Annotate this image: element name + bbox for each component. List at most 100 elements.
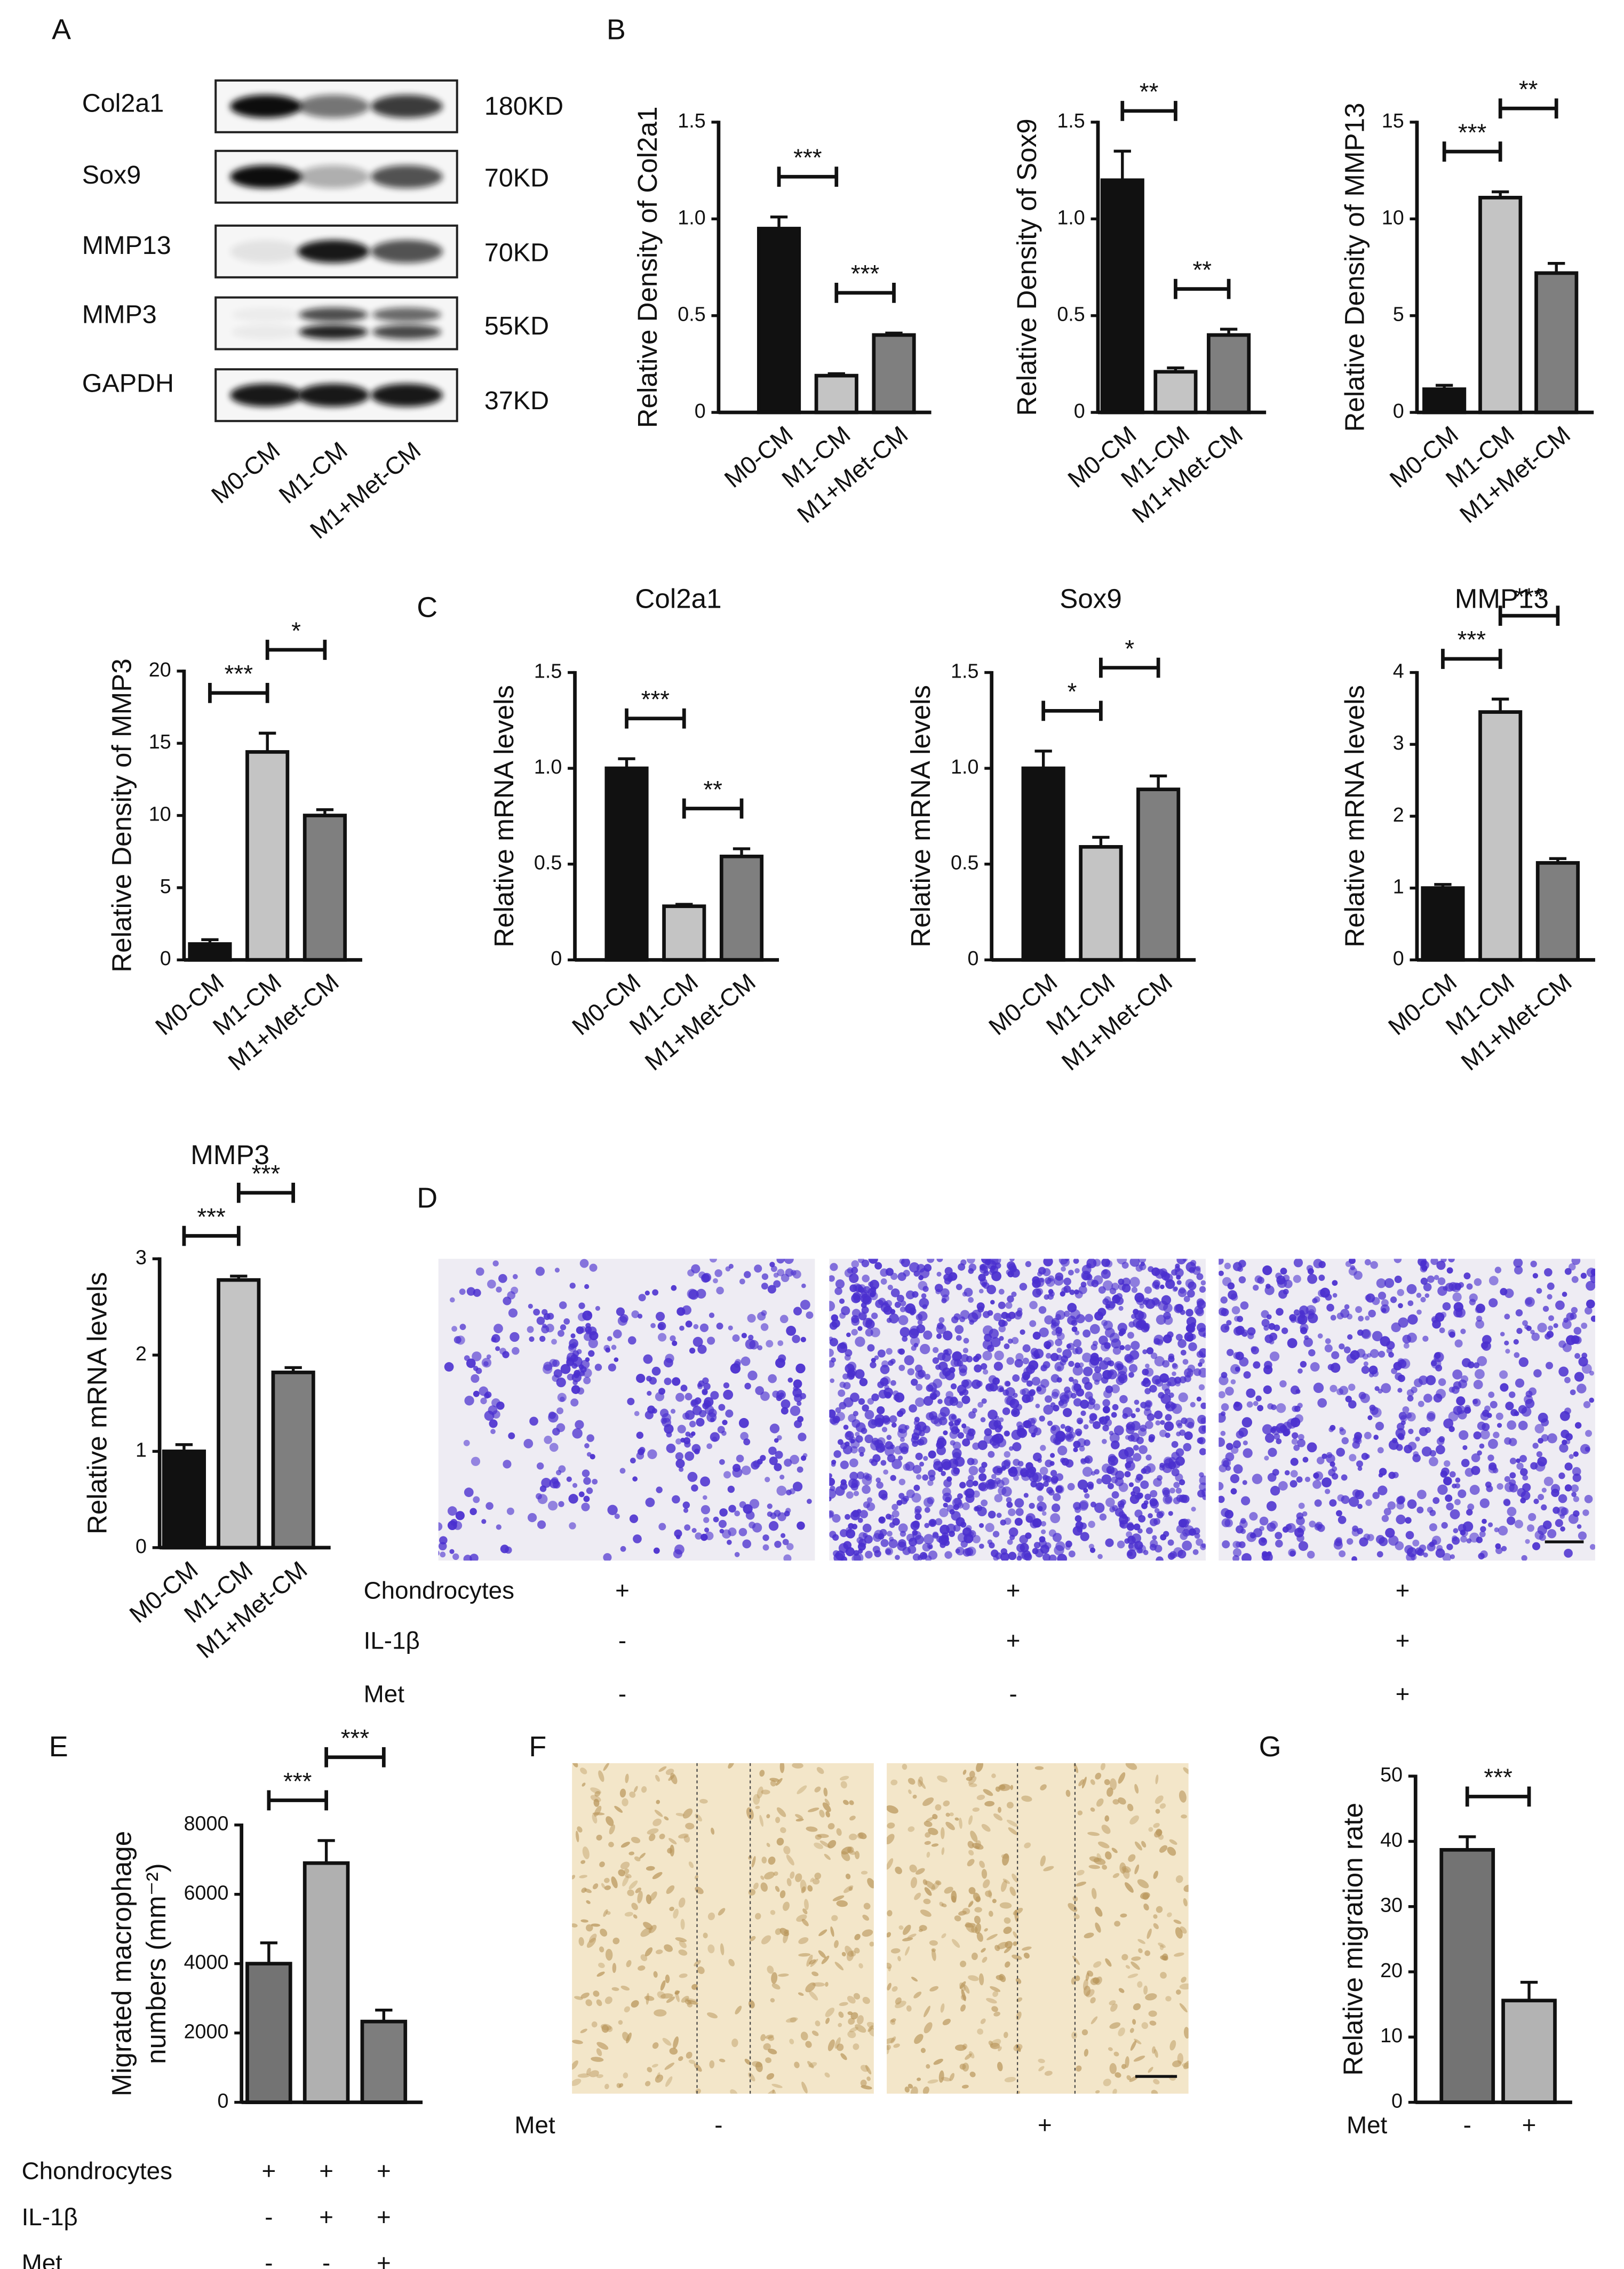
cell: [1555, 1519, 1563, 1527]
cell: [1376, 1551, 1383, 1558]
cell: [1475, 1319, 1485, 1329]
cell: [1246, 1401, 1253, 1408]
cell: [608, 1363, 616, 1372]
cell: [903, 1924, 911, 1935]
cell: [634, 1411, 640, 1416]
significance-label: ***: [1458, 626, 1486, 654]
cell: [1488, 1522, 1493, 1527]
cell: [1082, 1777, 1087, 1789]
cell: [978, 1473, 987, 1482]
cell: [1095, 1772, 1102, 1780]
cell: [554, 1268, 560, 1273]
cell: [1148, 1266, 1154, 1272]
cell: [755, 2061, 763, 2072]
cell: [1332, 1280, 1338, 1286]
cell: [1232, 1440, 1241, 1448]
cell: [1118, 1988, 1125, 1993]
cell: [1063, 1277, 1071, 1286]
cell: [719, 1528, 725, 1534]
cell: [559, 1301, 567, 1309]
cell: [609, 1824, 615, 1835]
cell: [1509, 1472, 1516, 1479]
cell: [810, 1877, 814, 1882]
cell: [1102, 1865, 1108, 1870]
cell: [1440, 1259, 1447, 1263]
cell: [858, 1398, 865, 1405]
cell: [941, 1847, 945, 1855]
cell: [1172, 2060, 1182, 2067]
cell: [1022, 1946, 1032, 1951]
cell: [923, 1396, 934, 1406]
cell: [591, 1923, 600, 1927]
cell: [981, 1462, 988, 1468]
cell: [672, 1340, 678, 1346]
cell: [1436, 1260, 1446, 1270]
cell: [959, 1818, 962, 1829]
cell: [872, 1454, 881, 1462]
cell: [607, 2026, 613, 2032]
cell: [1154, 1356, 1165, 1367]
cell: [473, 1390, 480, 1397]
cell: [1312, 1298, 1318, 1304]
cell: [753, 1794, 760, 1805]
cell: [768, 1856, 776, 1865]
cell: [1355, 1438, 1362, 1445]
cell: [598, 1962, 605, 1968]
cells: [829, 1259, 1206, 1561]
cell: [1129, 1815, 1140, 1825]
cell: [485, 1502, 493, 1510]
cell: [772, 2089, 776, 2094]
cell: [985, 1523, 994, 1532]
cell: [993, 1312, 1002, 1321]
cell: [1456, 1405, 1466, 1414]
cell: [981, 1499, 988, 1507]
cell: [707, 1336, 715, 1345]
cell: [972, 1480, 978, 1486]
cell: [1114, 1477, 1124, 1486]
cell: [1219, 1495, 1225, 1503]
cell: [972, 1535, 981, 1543]
cell: [955, 2044, 967, 2051]
cell: [1050, 1513, 1061, 1524]
cell: [428, 1551, 436, 1559]
cell: [994, 1415, 1000, 1421]
cell: [703, 1400, 711, 1408]
cell: [1292, 1432, 1299, 1439]
cell: [781, 1399, 791, 1409]
cell: [1154, 2049, 1158, 2058]
cell: [1124, 1471, 1131, 1478]
cell: [818, 1929, 827, 1936]
cell: [777, 1512, 786, 1522]
cell: [1442, 1302, 1451, 1311]
cell: [682, 1412, 690, 1420]
y-tick-label: 5: [1393, 303, 1404, 325]
y-tick-label: 0: [967, 947, 978, 969]
cell: [891, 1422, 897, 1428]
cell: [1239, 1357, 1249, 1367]
cell: [1573, 1327, 1582, 1335]
cell: [1263, 1385, 1272, 1394]
cell: [580, 1768, 587, 1774]
cell: [1103, 2079, 1111, 2087]
cell: [939, 1901, 944, 1907]
cell: [1240, 1301, 1249, 1310]
cell: [1446, 1502, 1454, 1511]
cell: [685, 1822, 695, 1830]
cell: [924, 1821, 933, 1827]
cell: [840, 1482, 848, 1490]
cell: [949, 1531, 956, 1537]
cell: [1230, 1364, 1240, 1374]
cell: [1541, 1418, 1549, 1427]
cell: [790, 2017, 797, 2023]
cell: [596, 1834, 602, 1841]
cell: [1539, 1534, 1546, 1541]
cell: [797, 1466, 803, 1473]
cell: [628, 1851, 635, 1856]
cell: [420, 1548, 428, 1556]
cell: [480, 1397, 487, 1405]
cell: [1349, 1496, 1359, 1507]
cell: [880, 1268, 889, 1277]
cell: [1305, 1305, 1316, 1316]
cell: [1131, 1956, 1141, 1961]
